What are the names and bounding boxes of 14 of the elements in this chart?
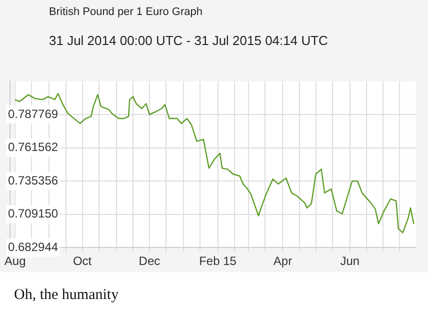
chart-subtitle: 31 Jul 2014 00:00 UTC - 31 Jul 2015 04:14 UTC bbox=[49, 33, 328, 48]
y-tick-label: 0.709150 bbox=[8, 206, 58, 221]
y-tick-label: 0.735356 bbox=[8, 173, 58, 188]
chart-title: British Pound per 1 Euro Graph bbox=[49, 6, 202, 18]
y-tick-label: 0.682944 bbox=[8, 240, 58, 254]
text: Oh, the humanity bbox=[14, 287, 119, 304]
x-tick-label: Oct bbox=[72, 254, 92, 268]
x-tick-label: Apr bbox=[273, 254, 292, 268]
x-tick-label: Dec bbox=[138, 254, 160, 268]
x-tick-label: Aug bbox=[4, 254, 26, 268]
x-tick-label: Feb 15 bbox=[199, 254, 237, 268]
y-tick-label: 0.787769 bbox=[8, 106, 58, 121]
x-tick-label: Jun bbox=[340, 254, 360, 268]
y-tick-label: 0.761562 bbox=[8, 140, 58, 154]
